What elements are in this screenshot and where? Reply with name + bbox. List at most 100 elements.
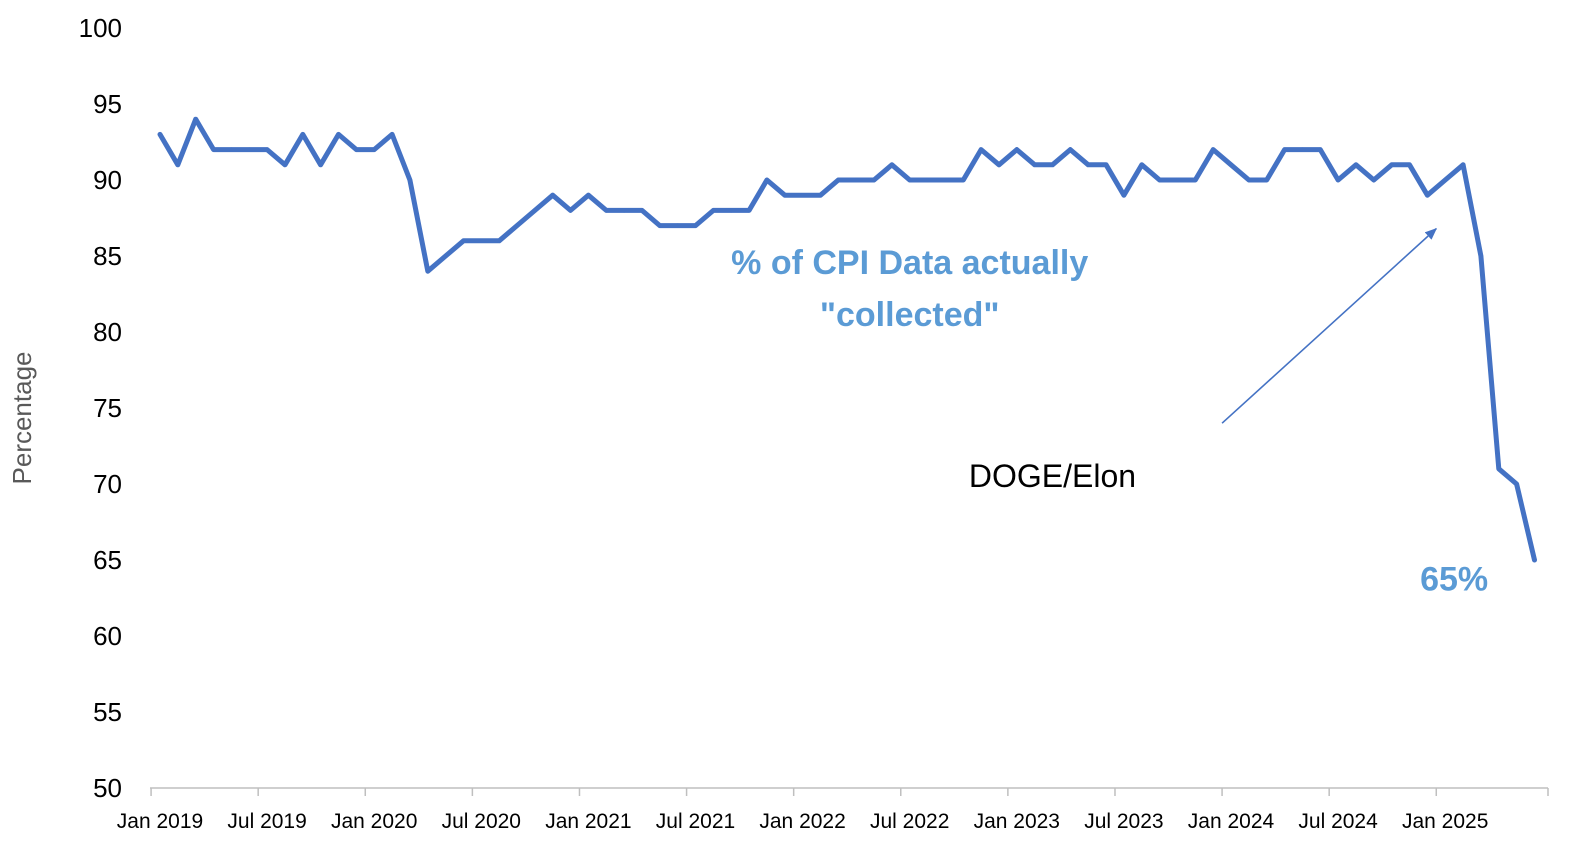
data-point <box>639 208 645 213</box>
data-point <box>568 208 573 213</box>
annotations: % of CPI Data actually "collected" DOGE/El… <box>731 244 1488 598</box>
data-point <box>1443 177 1448 183</box>
x-tick-label: Jan 2022 <box>759 810 845 833</box>
data-point <box>586 193 591 198</box>
data-point <box>407 177 413 183</box>
y-tick-label: 60 <box>93 621 122 651</box>
data-point <box>1460 162 1466 167</box>
data-point <box>1300 147 1305 152</box>
data-point <box>1103 162 1109 167</box>
data-point <box>1532 557 1537 563</box>
data-point <box>889 162 895 167</box>
series-points <box>157 117 1537 563</box>
x-tick-label: Jul 2019 <box>227 810 306 833</box>
data-point <box>800 193 805 198</box>
data-point <box>1157 177 1162 183</box>
data-point <box>907 177 912 183</box>
x-tick-label: Jul 2024 <box>1298 810 1378 833</box>
data-point <box>282 162 288 167</box>
data-point <box>1121 193 1127 198</box>
annotation-final-value: 65% <box>1420 560 1488 598</box>
y-tick-label: 90 <box>93 165 122 195</box>
data-point <box>1068 147 1073 152</box>
data-point <box>836 177 841 183</box>
data-point <box>1335 177 1341 183</box>
data-point <box>461 238 466 243</box>
data-point <box>818 193 823 198</box>
x-tick-label: Jan 2025 <box>1402 810 1488 833</box>
y-tick-label: 80 <box>93 317 122 347</box>
data-point <box>372 147 377 152</box>
data-point <box>514 223 520 228</box>
data-point <box>854 177 859 183</box>
data-point <box>764 177 770 183</box>
data-point <box>247 147 252 152</box>
data-point <box>264 147 270 152</box>
y-tick-label: 55 <box>93 697 122 727</box>
data-point <box>1353 162 1359 167</box>
data-point <box>1211 147 1216 152</box>
y-tick-label: 65 <box>93 545 122 575</box>
x-tick-label: Jan 2024 <box>1188 810 1275 833</box>
data-point <box>693 223 698 228</box>
y-axis-title: Percentage <box>7 352 37 485</box>
data-point <box>1264 177 1269 183</box>
data-point <box>479 238 484 243</box>
x-tick-label: Jul 2021 <box>656 810 735 833</box>
x-tick-label: Jan 2020 <box>331 810 417 833</box>
data-point <box>729 208 734 213</box>
data-point <box>1478 253 1484 259</box>
data-point <box>1407 162 1412 167</box>
data-point <box>497 238 502 243</box>
annotation-arrow <box>1221 227 1438 424</box>
data-point <box>425 269 430 274</box>
data-point <box>389 132 395 137</box>
data-point <box>1371 177 1377 183</box>
data-point <box>443 253 448 259</box>
y-tick-label: 50 <box>93 773 122 803</box>
data-point <box>157 132 163 137</box>
x-tick-label: Jul 2023 <box>1084 810 1163 833</box>
data-point <box>211 147 216 152</box>
data-point <box>961 177 966 183</box>
data-point <box>229 147 234 152</box>
data-point <box>943 177 948 183</box>
data-point <box>1032 162 1037 167</box>
data-point <box>621 208 627 213</box>
data-point <box>604 208 609 213</box>
data-point <box>1139 162 1145 167</box>
x-tick-label: Jan 2023 <box>974 810 1060 833</box>
data-point <box>782 193 787 198</box>
data-point <box>1496 466 1502 471</box>
data-point <box>1318 147 1323 152</box>
data-point <box>532 208 538 213</box>
x-tick-label: Jan 2021 <box>545 810 631 833</box>
data-point <box>978 147 984 152</box>
y-tick-label: 95 <box>93 89 122 119</box>
data-point <box>746 208 752 213</box>
data-point <box>925 177 930 183</box>
data-point <box>550 193 555 198</box>
data-point <box>1514 481 1519 487</box>
x-axis: Jan 2019 Jul 2019 Jan 2020 Jul 2020 Jan 2021… <box>117 788 1549 833</box>
series-line-cpi-collected <box>157 116 1537 563</box>
data-point <box>1050 162 1055 167</box>
y-tick-label: 75 <box>93 393 122 423</box>
data-point <box>300 132 305 137</box>
data-point <box>657 223 662 228</box>
data-point <box>996 162 1002 167</box>
data-point <box>336 132 341 137</box>
data-point <box>1193 177 1198 183</box>
data-point <box>354 147 359 152</box>
data-point <box>1228 162 1234 167</box>
data-point <box>1282 147 1287 152</box>
x-tick-label: Jul 2022 <box>870 810 949 833</box>
y-axis: 50 55 60 65 70 75 80 85 90 95 100 <box>79 13 122 803</box>
data-point <box>871 177 877 183</box>
x-tick-label: Jan 2019 <box>117 810 203 833</box>
data-point <box>711 208 716 213</box>
data-point <box>1246 177 1252 183</box>
data-point <box>1086 162 1091 167</box>
